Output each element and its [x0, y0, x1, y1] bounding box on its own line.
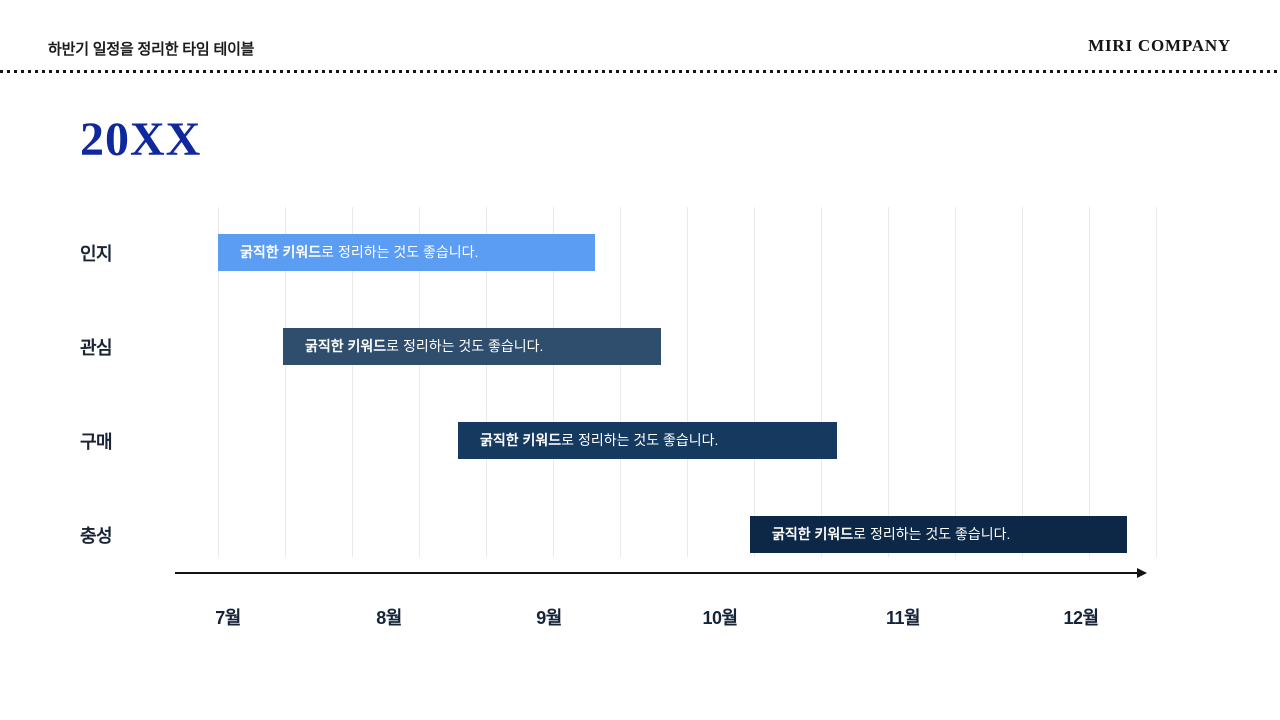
month-label-6: 12월 [1063, 608, 1099, 628]
company-name: MIRI COMPANY [1088, 36, 1231, 55]
timeline-plot-area: 굵직한 키워드로 정리하는 것도 좋습니다. 굵직한 키워드로 정리하는 것도 좋… [218, 207, 1157, 557]
bar-description-text: 로 정리하는 것도 좋습니다. [853, 526, 1011, 542]
bar-keyword-text: 굵직한 키워드 [305, 338, 387, 354]
page-title: 20XX [80, 113, 202, 166]
gantt-bar-2: 굵직한 키워드로 정리하는 것도 좋습니다. [283, 328, 661, 365]
bar-description-text: 로 정리하는 것도 좋습니다. [386, 338, 544, 354]
month-label-3: 9월 [536, 608, 562, 628]
bar-description-text: 로 정리하는 것도 좋습니다. [561, 432, 719, 448]
bar-keyword-text: 굵직한 키워드 [772, 526, 854, 542]
gantt-bar-1: 굵직한 키워드로 정리하는 것도 좋습니다. [218, 234, 595, 271]
month-label-5: 11월 [885, 608, 921, 628]
month-label-1: 7월 [215, 608, 241, 628]
x-axis [175, 568, 1147, 578]
row-label-4: 충성 [80, 525, 113, 546]
row-label-3: 구매 [80, 431, 113, 452]
row-label-2: 관심 [80, 337, 113, 358]
dotted-divider [0, 70, 1280, 73]
row-label-1: 인지 [80, 243, 113, 264]
gantt-bar-4: 굵직한 키워드로 정리하는 것도 좋습니다. [750, 516, 1127, 553]
slide-subtitle: 하반기 일정을 정리한 타임 테이블 [48, 41, 255, 58]
month-label-2: 8월 [376, 608, 402, 628]
bar-description-text: 로 정리하는 것도 좋습니다. [321, 244, 479, 260]
gantt-bar-3: 굵직한 키워드로 정리하는 것도 좋습니다. [458, 422, 837, 459]
bar-keyword-text: 굵직한 키워드 [240, 244, 322, 260]
bar-keyword-text: 굵직한 키워드 [480, 432, 562, 448]
month-label-4: 10월 [702, 608, 738, 628]
axis-arrow-icon [1137, 568, 1147, 578]
